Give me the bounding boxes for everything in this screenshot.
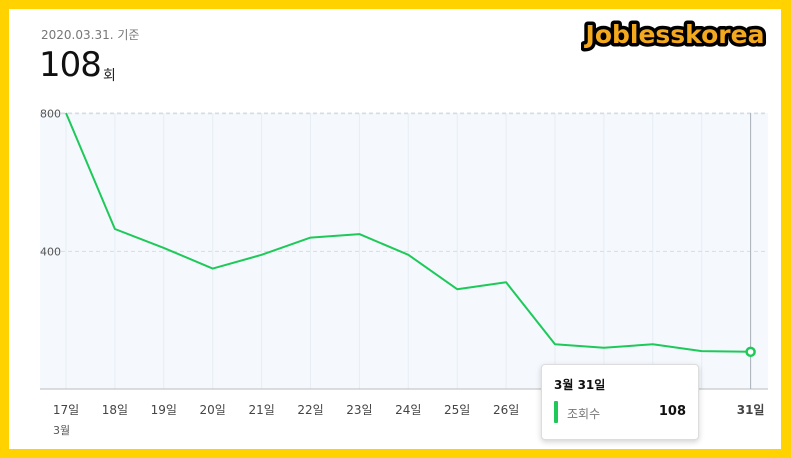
- x-tick-label: 31일: [737, 403, 765, 417]
- x-tick-label: 25일: [444, 403, 470, 417]
- x-tick-label: 19일: [151, 403, 177, 417]
- x-tick-label: 22일: [297, 403, 323, 417]
- tooltip-title: 3월 31일: [554, 378, 606, 392]
- y-tick-label: 400: [40, 245, 61, 258]
- tooltip-series-color: [554, 401, 558, 423]
- x-tick-label: 21일: [248, 403, 274, 417]
- total-views-unit: 회: [103, 68, 116, 84]
- tooltip-series-name: 조회수: [567, 407, 601, 421]
- x-tick-label: 24일: [395, 403, 421, 417]
- x-tick-label: 20일: [200, 403, 226, 417]
- x-tick-label: 18일: [102, 403, 128, 417]
- total-views-value: 108: [39, 45, 102, 85]
- joblesskorea-logo: Joblesskorea Joblesskorea: [581, 17, 768, 53]
- x-month-label: 3월: [53, 424, 70, 437]
- views-series-line: [65, 112, 751, 353]
- x-tick-label: 17일: [53, 403, 79, 417]
- data-point: [745, 346, 756, 358]
- svg-text:Joblesskorea: Joblesskorea: [584, 20, 765, 49]
- svg-text:Joblesskorea: Joblesskorea: [584, 20, 765, 49]
- y-tick-label: 800: [40, 108, 61, 121]
- reference-date: 2020.03.31. 기준: [41, 28, 140, 42]
- x-tick-label: 26일: [493, 403, 519, 417]
- tooltip-value: 108: [658, 404, 686, 419]
- x-tick-label: 23일: [346, 403, 372, 417]
- tooltip: 3월 31일 조회수 108: [541, 364, 699, 440]
